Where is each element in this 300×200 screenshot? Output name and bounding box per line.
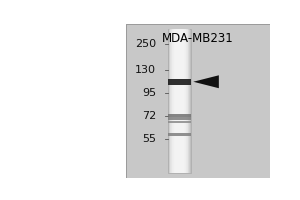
Bar (168, 117, 191, 120)
Bar (169, 29, 189, 173)
Text: 95: 95 (142, 88, 156, 98)
Bar (173, 29, 186, 173)
Bar (168, 121, 191, 123)
Polygon shape (193, 75, 219, 88)
Bar (168, 29, 191, 173)
Bar (176, 29, 183, 173)
Bar (177, 29, 182, 173)
Bar (168, 114, 191, 117)
Bar (178, 29, 181, 173)
Bar (175, 29, 184, 173)
Bar (171, 29, 188, 173)
Bar (126, 24, 270, 178)
Bar (169, 29, 190, 173)
Bar (172, 29, 187, 173)
Text: 130: 130 (135, 65, 156, 75)
Bar (168, 133, 191, 136)
Text: 250: 250 (135, 39, 156, 49)
Bar (178, 29, 180, 173)
Bar (170, 29, 188, 173)
Bar (176, 29, 182, 173)
Bar (172, 29, 186, 173)
Bar (174, 29, 184, 173)
Bar (174, 29, 185, 173)
Bar (168, 79, 191, 85)
Text: 55: 55 (142, 134, 156, 144)
Text: 72: 72 (142, 111, 156, 121)
Text: MDA-MB231: MDA-MB231 (162, 32, 234, 45)
